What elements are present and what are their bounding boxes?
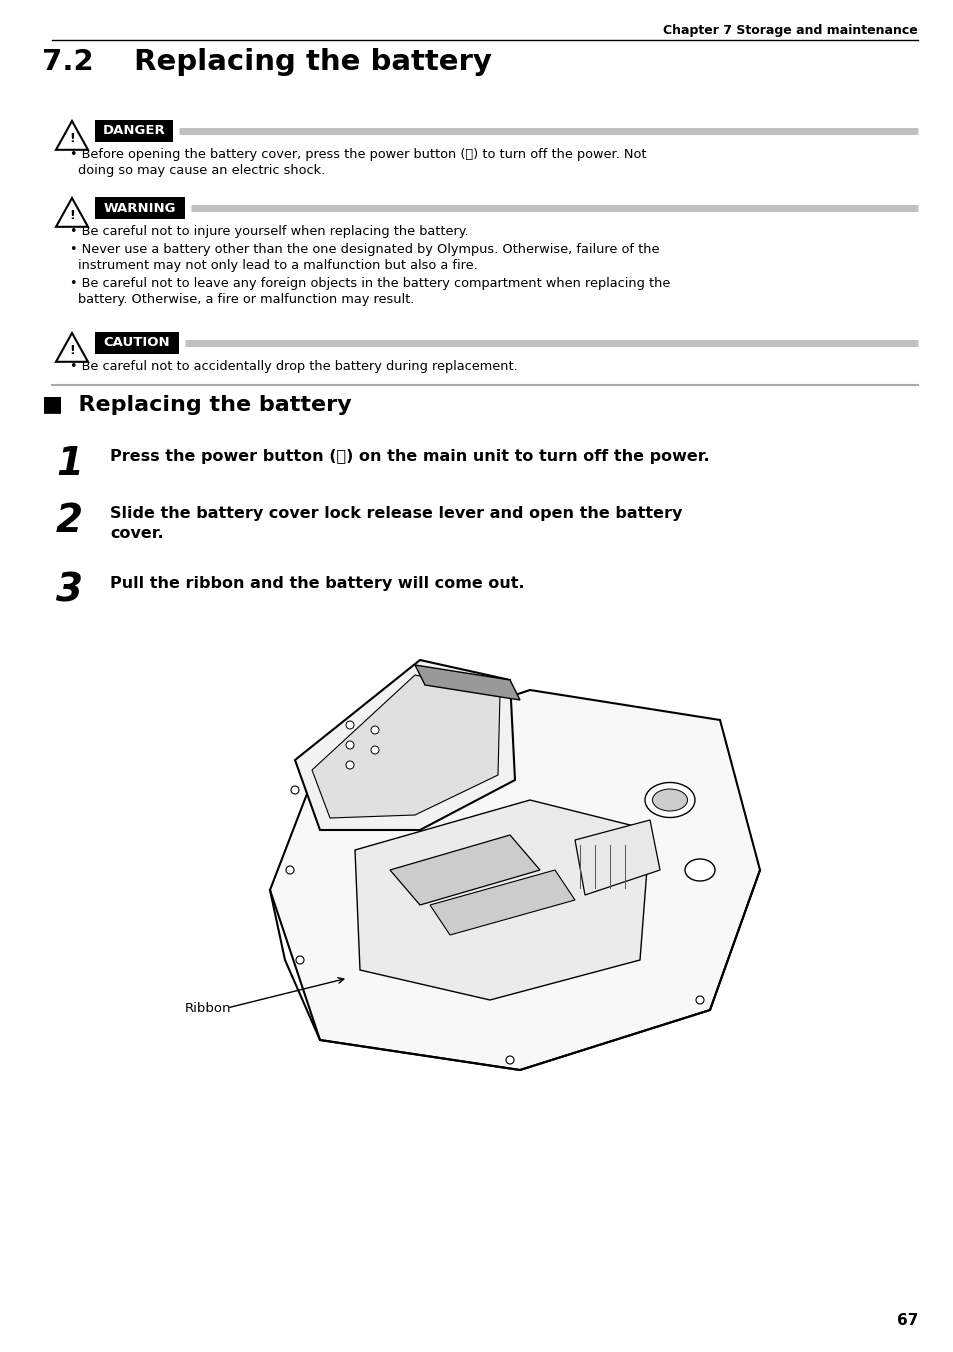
Text: !: ! [69, 345, 74, 357]
Text: doing so may cause an electric shock.: doing so may cause an electric shock. [78, 164, 325, 177]
Polygon shape [430, 869, 575, 936]
Polygon shape [294, 660, 515, 830]
Polygon shape [312, 675, 499, 818]
Ellipse shape [644, 783, 695, 818]
Text: DANGER: DANGER [103, 124, 165, 138]
Circle shape [286, 867, 294, 873]
Text: Chapter 7 Storage and maintenance: Chapter 7 Storage and maintenance [662, 24, 917, 37]
Polygon shape [270, 690, 760, 1069]
Polygon shape [355, 800, 649, 1000]
Ellipse shape [684, 859, 714, 882]
Text: 3: 3 [56, 572, 83, 610]
Text: • Before opening the battery cover, press the power button (⏻) to turn off the p: • Before opening the battery cover, pres… [70, 147, 646, 161]
Circle shape [371, 746, 378, 754]
Text: • Be careful not to leave any foreign objects in the battery compartment when re: • Be careful not to leave any foreign ob… [70, 277, 670, 289]
Text: WARNING: WARNING [104, 201, 176, 215]
Text: CAUTION: CAUTION [104, 337, 171, 350]
Circle shape [346, 761, 354, 769]
Text: !: ! [69, 132, 74, 146]
Text: 67: 67 [896, 1313, 917, 1328]
Polygon shape [415, 665, 519, 700]
Text: battery. Otherwise, a fire or malfunction may result.: battery. Otherwise, a fire or malfunctio… [78, 293, 414, 306]
Text: Slide the battery cover lock release lever and open the battery: Slide the battery cover lock release lev… [110, 506, 681, 521]
Text: Pull the ribbon and the battery will come out.: Pull the ribbon and the battery will com… [110, 576, 524, 591]
FancyBboxPatch shape [95, 120, 172, 142]
Text: • Be careful not to accidentally drop the battery during replacement.: • Be careful not to accidentally drop th… [70, 360, 517, 373]
Text: • Never use a battery other than the one designated by Olympus. Otherwise, failu: • Never use a battery other than the one… [70, 243, 659, 256]
Circle shape [346, 721, 354, 729]
Circle shape [346, 741, 354, 749]
FancyBboxPatch shape [95, 333, 179, 354]
Text: cover.: cover. [110, 526, 164, 541]
Ellipse shape [652, 790, 687, 811]
Text: Press the power button (⏻) on the main unit to turn off the power.: Press the power button (⏻) on the main u… [110, 449, 709, 464]
Text: Ribbon: Ribbon [185, 1002, 232, 1014]
Text: 1: 1 [56, 445, 83, 483]
Polygon shape [575, 821, 659, 895]
Circle shape [696, 996, 703, 1005]
Text: 7.2    Replacing the battery: 7.2 Replacing the battery [42, 49, 492, 76]
Circle shape [291, 786, 298, 794]
Circle shape [505, 1056, 514, 1064]
FancyBboxPatch shape [95, 197, 185, 219]
Circle shape [371, 726, 378, 734]
Text: !: ! [69, 210, 74, 222]
Circle shape [295, 956, 304, 964]
Text: ■  Replacing the battery: ■ Replacing the battery [42, 395, 352, 415]
Text: • Be careful not to injure yourself when replacing the battery.: • Be careful not to injure yourself when… [70, 224, 468, 238]
Polygon shape [390, 836, 539, 904]
Text: 2: 2 [56, 502, 83, 539]
Text: instrument may not only lead to a malfunction but also a fire.: instrument may not only lead to a malfun… [78, 260, 477, 272]
